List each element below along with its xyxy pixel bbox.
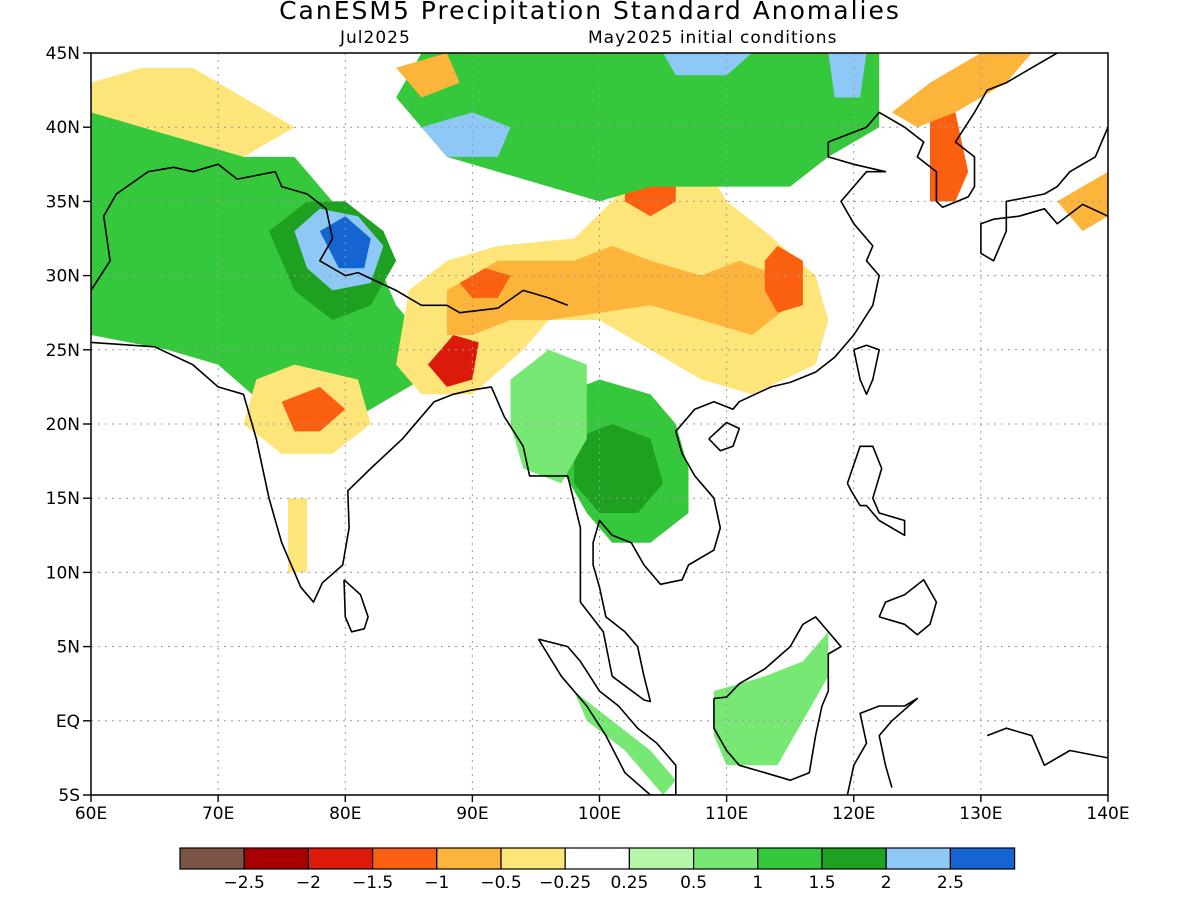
colorbar-swatch bbox=[885, 847, 952, 870]
coastline-layer bbox=[91, 53, 1108, 795]
colorbar-label: 1.5 bbox=[808, 873, 835, 893]
coastline-segment bbox=[91, 163, 568, 314]
colorbar-swatch bbox=[500, 847, 566, 870]
anomaly-region-india-south-dry bbox=[288, 498, 308, 573]
coastline-segment bbox=[537, 638, 677, 795]
coastline-segment bbox=[713, 616, 842, 782]
anomaly-region-japan-dry bbox=[1057, 171, 1108, 232]
lon-tick-label: 140E bbox=[1086, 804, 1129, 824]
coastline-segment bbox=[343, 579, 369, 633]
coastline-segment bbox=[986, 727, 1108, 767]
colorbar-swatch bbox=[692, 847, 759, 870]
colorbar-swatch bbox=[949, 847, 1016, 870]
lat-tick-label: 30N bbox=[46, 267, 80, 287]
lon-tick-label: 80E bbox=[329, 804, 361, 824]
colorbar-swatch bbox=[179, 847, 245, 870]
lat-tick-label: 35N bbox=[46, 192, 80, 212]
colorbar-swatch bbox=[372, 847, 438, 870]
colorbar-label: −1 bbox=[424, 873, 449, 893]
lat-tick-label: 15N bbox=[46, 489, 80, 509]
lon-tick-label: 60E bbox=[75, 804, 107, 824]
anomaly-region-myanmar-wet bbox=[510, 349, 587, 484]
lon-tick-label: 130E bbox=[959, 804, 1002, 824]
colorbar: −2.5 −2 −1.5 −1 −0.5 −0.25 0.25 0.5 1 1.5 2 2.5 bbox=[179, 847, 1016, 893]
coastline-segment bbox=[91, 53, 1058, 703]
anomaly-region-west-pakistan-iran-wet bbox=[91, 112, 422, 439]
colorbar-swatch bbox=[307, 847, 374, 870]
lat-tick-label: 40N bbox=[46, 118, 80, 138]
anomaly-region-borneo-wet bbox=[713, 631, 829, 766]
anomaly-region-mongolia-blue bbox=[828, 53, 867, 98]
colorbar-label: −0.5 bbox=[480, 873, 521, 893]
valid-month: Jul2025 bbox=[340, 28, 411, 48]
colorbar-label: 0.25 bbox=[610, 873, 648, 893]
anomaly-region-x-dry-2 bbox=[396, 53, 460, 98]
colorbar-label: −1.5 bbox=[352, 873, 393, 893]
lat-tick-label: 20N bbox=[46, 415, 80, 435]
anomaly-region-china-dry-core bbox=[446, 245, 791, 335]
lat-tick-label: 5S bbox=[58, 786, 80, 806]
colorbar-label: 2 bbox=[881, 873, 892, 893]
coastline-segment bbox=[878, 578, 938, 636]
colorbar-swatch bbox=[243, 847, 309, 870]
colorbar-swatch bbox=[564, 847, 631, 870]
lat-tick-label: 10N bbox=[46, 563, 80, 583]
coastline-segment bbox=[846, 697, 919, 795]
colorbar-label: 0.5 bbox=[680, 873, 707, 893]
lat-tick-label: 45N bbox=[46, 44, 80, 64]
colorbar-label: −2 bbox=[296, 873, 321, 893]
coastline-segment bbox=[853, 344, 881, 396]
init-conditions: May2025 initial conditions bbox=[588, 28, 838, 48]
chart-title: CanESM5 Precipitation Standard Anomalies bbox=[279, 0, 901, 25]
anomaly-region-xinjiang-lightblue bbox=[421, 112, 511, 157]
lon-tick-label: 70E bbox=[202, 804, 234, 824]
map-gridlines bbox=[91, 53, 1108, 795]
coastline-segment bbox=[708, 421, 741, 452]
anomaly-region-indochina-green bbox=[574, 424, 664, 513]
coastline-segment bbox=[846, 445, 906, 537]
colorbar-swatch bbox=[628, 847, 695, 870]
anomaly-region-ne-dry bbox=[891, 53, 1032, 128]
anomaly-region-korea-dry bbox=[930, 112, 969, 202]
lat-tick-label: EQ bbox=[56, 712, 80, 732]
anomaly-region-se-china-dry bbox=[764, 245, 803, 313]
colorbar-swatch bbox=[821, 847, 887, 870]
coastline-segment bbox=[980, 126, 1108, 262]
colorbar-swatch bbox=[757, 847, 823, 870]
lat-tick-label: 25N bbox=[46, 341, 80, 361]
anomaly-region-kazakh-dry bbox=[91, 67, 295, 157]
lat-tick-label: 5N bbox=[56, 638, 80, 658]
lon-tick-label: 120E bbox=[832, 804, 875, 824]
anomaly-region-india-dry-core bbox=[281, 386, 346, 432]
colorbar-label: −0.25 bbox=[539, 873, 591, 893]
colorbar-label: 2.5 bbox=[937, 873, 964, 893]
anomaly-region-bangladesh-very-dry bbox=[427, 335, 479, 387]
anomaly-region-mongolia-light-blue bbox=[663, 53, 753, 76]
lon-tick-label: 110E bbox=[705, 804, 748, 824]
lon-tick-label: 90E bbox=[456, 804, 488, 824]
colorbar-label: −2.5 bbox=[224, 873, 265, 893]
lon-tick-label: 100E bbox=[578, 804, 621, 824]
anomaly-region-sumatra-wet bbox=[574, 691, 676, 795]
colorbar-swatch bbox=[436, 847, 502, 870]
colorbar-label: 1 bbox=[752, 873, 763, 893]
